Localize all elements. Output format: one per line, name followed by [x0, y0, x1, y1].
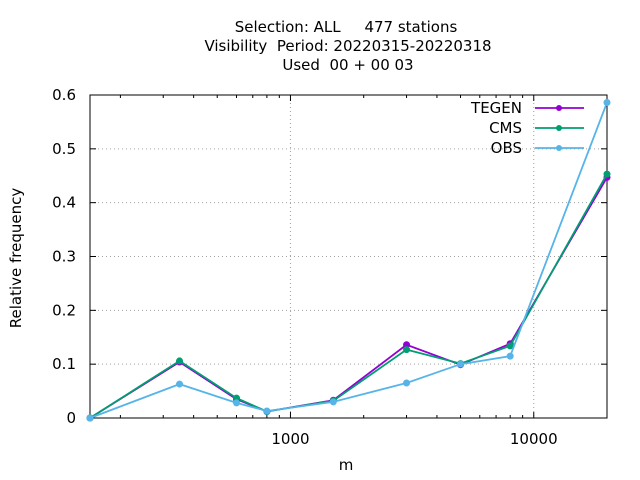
- legend-swatch-marker: [556, 125, 562, 131]
- axes: 0 0.1 0.2 0.3 0.4 0.5 0.6 1000 10000: [52, 86, 608, 448]
- legend-swatch-marker: [556, 145, 562, 151]
- series-line: [89, 102, 608, 419]
- legend-label: CMS: [489, 119, 522, 137]
- data-point: [86, 414, 94, 422]
- legend-item-obs: OBS: [491, 139, 584, 157]
- data-point: [506, 342, 514, 350]
- y-tick-label: 0.4: [52, 194, 76, 212]
- data-point: [403, 379, 411, 387]
- series-obs: [86, 99, 611, 422]
- title-line-3: Used 00 + 00 03: [282, 56, 413, 74]
- y-tick-label: 0.3: [52, 248, 76, 266]
- data-point: [176, 380, 184, 388]
- y-axis-label: Relative frequency: [7, 188, 25, 329]
- data-point: [457, 360, 465, 368]
- series-line: [89, 173, 608, 419]
- y-tick-label: 0: [66, 409, 76, 427]
- series-layer: [86, 99, 611, 422]
- title-line-2: Visibility Period: 20220315-20220318: [204, 37, 491, 55]
- data-point: [603, 99, 611, 107]
- data-point: [176, 357, 184, 365]
- legend-label: TEGEN: [470, 99, 522, 117]
- legend-label: OBS: [491, 139, 522, 157]
- chart-title: Selection: ALL 477 stations Visibility P…: [204, 18, 491, 74]
- legend-swatch-marker: [556, 105, 562, 111]
- title-line-1: Selection: ALL 477 stations: [235, 18, 458, 36]
- data-point: [506, 352, 514, 360]
- y-tick-label: 0.2: [52, 301, 76, 319]
- y-tick-label: 0.5: [52, 140, 76, 158]
- y-tick-label: 0.6: [52, 86, 76, 104]
- x-tick-label: 10000: [510, 430, 558, 448]
- data-point: [603, 170, 611, 178]
- data-point: [263, 407, 271, 415]
- data-point: [329, 398, 337, 406]
- data-point: [403, 346, 411, 354]
- y-tick-label: 0.1: [52, 355, 76, 373]
- x-tick-label: 1000: [271, 430, 309, 448]
- series-line: [89, 176, 608, 419]
- data-point: [232, 399, 240, 407]
- x-axis-label: m: [339, 456, 354, 474]
- legend: TEGEN CMS OBS: [470, 99, 584, 157]
- series-cms: [86, 170, 611, 422]
- plot-frame: [89, 94, 608, 419]
- legend-item-cms: CMS: [489, 119, 584, 137]
- legend-item-tegen: TEGEN: [470, 99, 584, 117]
